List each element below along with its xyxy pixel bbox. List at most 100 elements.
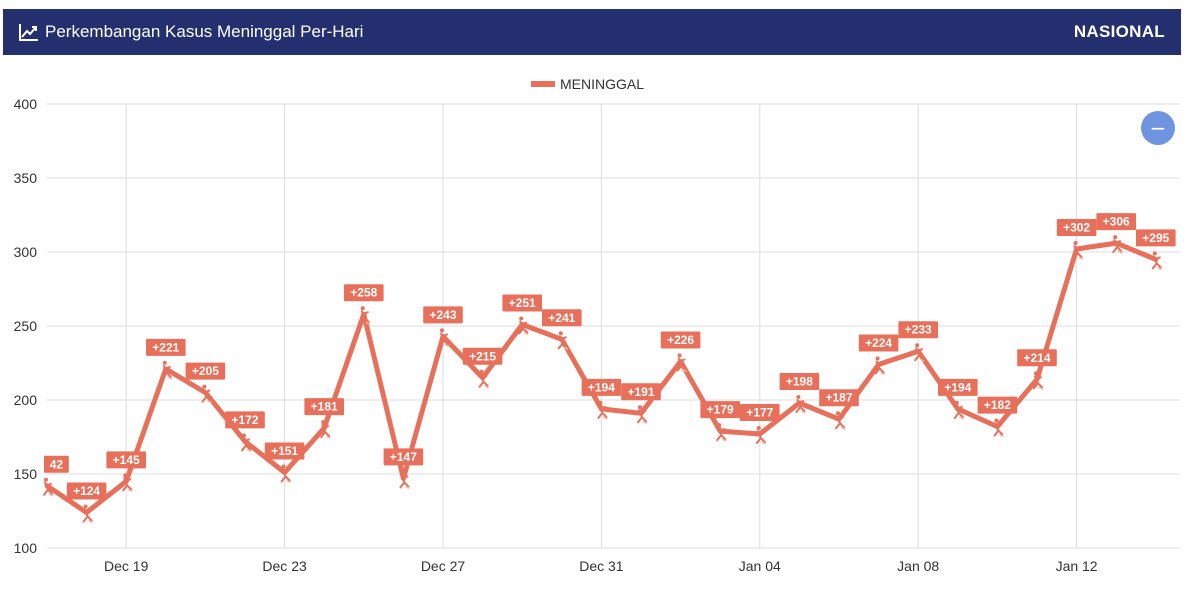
header-left: Perkembangan Kasus Meninggal Per-Hari — [19, 22, 363, 42]
data-label: +124 — [73, 484, 100, 498]
data-label: +198 — [786, 375, 813, 389]
data-label-box — [344, 284, 384, 302]
data-label-box — [264, 442, 305, 460]
x-tick-label: Dec 31 — [579, 558, 624, 574]
data-point — [439, 328, 450, 348]
data-label-box — [858, 334, 899, 352]
data-label: +179 — [707, 403, 734, 417]
data-point — [1151, 251, 1163, 271]
y-tick-label: 400 — [14, 96, 38, 112]
data-label: +215 — [469, 349, 496, 363]
data-point — [122, 473, 133, 493]
data-label: +151 — [271, 444, 298, 458]
data-point — [241, 433, 252, 453]
data-label: +187 — [825, 391, 852, 405]
data-point — [795, 395, 806, 414]
data-label-box — [740, 404, 780, 421]
data-point — [1033, 371, 1044, 390]
data-point — [874, 356, 885, 376]
data-point — [1112, 235, 1123, 254]
data-label: +226 — [667, 333, 694, 347]
data-point — [953, 400, 965, 420]
data-label-box — [938, 378, 978, 396]
data-point — [161, 360, 173, 380]
chart-header: Perkembangan Kasus Meninggal Per-Hari NA… — [3, 9, 1181, 55]
data-label-box — [66, 482, 107, 500]
data-point — [676, 353, 687, 373]
legend-swatch — [531, 81, 555, 87]
x-tick-label: Jan 04 — [739, 558, 781, 574]
data-label: 42 — [50, 457, 64, 471]
y-tick-label: 350 — [14, 170, 38, 186]
data-point — [597, 400, 608, 420]
data-label: +258 — [350, 286, 377, 300]
data-point — [280, 464, 291, 484]
zoom-reset-button[interactable]: − — [1141, 111, 1175, 145]
data-label-box — [1136, 229, 1176, 247]
data-point — [637, 405, 648, 424]
data-label: +145 — [113, 453, 140, 467]
data-label-box — [700, 401, 740, 419]
data-point — [359, 306, 371, 325]
data-label: +172 — [231, 413, 258, 427]
data-label-box — [502, 294, 542, 312]
y-tick-label: 250 — [14, 318, 38, 334]
chart-title: Perkembangan Kasus Meninggal Per-Hari — [45, 22, 364, 41]
data-point — [201, 384, 212, 404]
legend-label: MENINGGAL — [560, 76, 644, 92]
data-point — [993, 418, 1004, 438]
data-label: +224 — [865, 336, 892, 350]
data-label-box — [106, 451, 146, 469]
y-tick-label: 100 — [14, 540, 38, 556]
y-tick-label: 200 — [14, 392, 38, 408]
scope-label: NASIONAL — [1073, 22, 1165, 41]
data-label-box — [225, 411, 265, 429]
y-tick-label: 300 — [14, 244, 38, 260]
data-label: +182 — [984, 398, 1011, 412]
data-label: +251 — [509, 296, 536, 310]
data-label: +205 — [192, 364, 219, 378]
data-point — [716, 423, 727, 442]
data-label: +295 — [1142, 231, 1169, 245]
data-label-box — [1017, 349, 1057, 367]
data-label-box — [819, 389, 859, 407]
data-label-box — [660, 331, 701, 349]
data-label: +243 — [429, 308, 456, 322]
x-tick-label: Jan 08 — [897, 558, 939, 574]
chart-area: 100 150 200 250 300 350 400 Dec 19 Dec 23 Dec 27 D… — [0, 60, 1188, 587]
line-chart: 100 150 200 250 300 350 400 Dec 19 Dec 23 Dec 27 D… — [14, 76, 1180, 574]
data-label-box — [146, 338, 186, 356]
data-label: +194 — [944, 380, 971, 394]
data-label-box — [621, 383, 661, 401]
data-label: +147 — [390, 450, 417, 464]
data-label: +306 — [1103, 215, 1130, 229]
data-point — [320, 420, 331, 439]
data-label: +181 — [311, 400, 338, 414]
data-label-box — [581, 378, 622, 396]
data-label: +191 — [627, 385, 654, 399]
data-label-box — [898, 321, 938, 339]
x-tick-label: Dec 23 — [262, 558, 307, 574]
data-label-box — [383, 448, 424, 466]
data-label: +214 — [1023, 351, 1050, 365]
data-label-box — [44, 455, 69, 473]
data-label-box — [462, 347, 503, 365]
data-label-box — [977, 396, 1018, 414]
data-label: +221 — [152, 340, 179, 354]
data-label: +302 — [1063, 221, 1090, 235]
data-point — [399, 470, 410, 490]
data-point — [1072, 241, 1083, 260]
data-label-box — [423, 306, 463, 324]
data-label-box — [185, 362, 226, 380]
x-tick-label: Jan 12 — [1056, 558, 1098, 574]
data-point — [557, 331, 569, 350]
data-label-box — [542, 309, 582, 327]
data-point — [835, 411, 846, 430]
data-label-box — [304, 398, 344, 416]
data-label-box — [1056, 219, 1097, 236]
data-point — [518, 316, 529, 336]
data-label: +177 — [746, 406, 773, 420]
minus-icon: − — [1149, 116, 1167, 140]
data-label: +194 — [588, 380, 615, 394]
data-label-box — [779, 373, 820, 390]
